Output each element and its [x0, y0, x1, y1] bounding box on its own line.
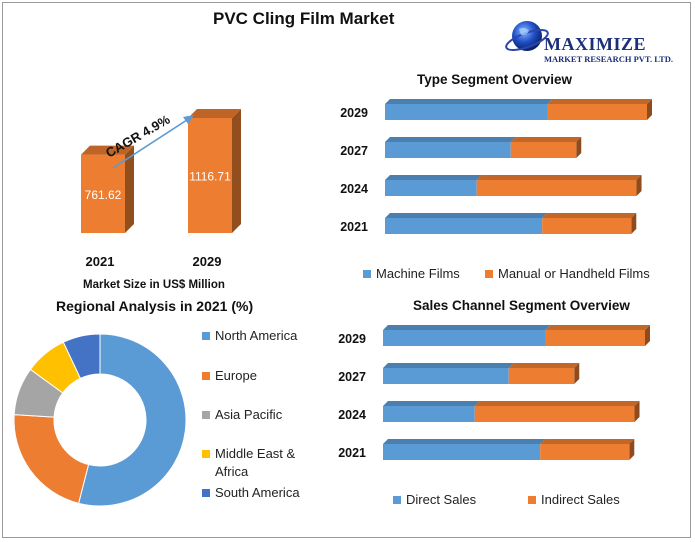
region-legend-1-swatch [202, 372, 210, 380]
market-bar-top [81, 145, 134, 155]
sales-bar-top [508, 363, 580, 368]
type-bar-side [576, 137, 582, 158]
type-bar-top [385, 137, 516, 142]
type-bar-side [647, 99, 652, 120]
logo-name: MAXIMIZE [544, 34, 646, 54]
sales-legend-indirect-swatch [528, 496, 536, 504]
sales-bar-top [474, 401, 640, 406]
type-bar-top [510, 137, 582, 142]
market-bar-side [125, 145, 134, 233]
market-bar [188, 118, 232, 233]
market-size-xlabel: Market Size in US$ Million [83, 279, 225, 291]
sales-bar-a [383, 330, 546, 346]
region-legend-4-label: South America [215, 485, 300, 500]
type-bar-top [542, 213, 637, 218]
market-bar-category: 2029 [193, 254, 222, 269]
type-bar-side [631, 213, 637, 234]
sales-category-label: 2029 [338, 332, 366, 346]
market-bar-value: 1116.71 [189, 170, 231, 184]
regional-chart-title: Regional Analysis in 2021 (%) [56, 298, 254, 314]
sales-bar-side [574, 363, 580, 384]
sales-bar-top [383, 363, 514, 368]
market-bar [81, 154, 125, 233]
sales-bar-top [383, 401, 480, 406]
type-category-label: 2027 [340, 144, 368, 158]
sales-legend-indirect-label: Indirect Sales [541, 492, 620, 507]
type-bar-a [385, 142, 511, 158]
type-bar-a [385, 218, 543, 234]
donut-slice [13, 414, 90, 504]
region-legend-4-swatch [202, 489, 210, 497]
type-legend-manual-swatch [485, 270, 493, 278]
sales-bar-b [508, 368, 575, 384]
type-category-label: 2024 [340, 182, 368, 196]
type-bar-b [510, 142, 577, 158]
region-legend-3-swatch [202, 450, 210, 458]
market-bar-category: 2021 [86, 254, 115, 269]
market-bar-top [188, 109, 241, 118]
sales-bar-a [383, 444, 541, 460]
region-legend-3-label: Africa [215, 464, 249, 479]
market-bar-value: 761.62 [85, 188, 122, 202]
region-legend-3-label: Middle East & [215, 446, 296, 461]
type-legend-manual-label: Manual or Handheld Films [498, 266, 650, 281]
market-bar-side [232, 109, 241, 233]
sales-chart-title: Sales Channel Segment Overview [413, 298, 630, 313]
sales-bar-a [383, 368, 509, 384]
type-bar-top [547, 99, 652, 104]
sales-category-label: 2027 [338, 370, 366, 384]
sales-bar-top [540, 439, 635, 444]
type-category-label: 2029 [340, 106, 368, 120]
sales-bar-top [545, 325, 650, 330]
sales-bar-a [383, 406, 475, 422]
sales-bar-side [629, 439, 635, 460]
type-legend-machine-label: Machine Films [376, 266, 460, 281]
donut-slice [78, 333, 187, 507]
type-category-label: 2021 [340, 220, 368, 234]
type-bar-top [476, 175, 642, 180]
sales-legend-direct-swatch [393, 496, 401, 504]
type-bar-top [385, 99, 553, 104]
region-legend-1-label: Europe [215, 368, 257, 383]
type-bar-top [385, 213, 548, 218]
sales-category-label: 2024 [338, 408, 366, 422]
region-legend-2-swatch [202, 411, 210, 419]
type-bar-a [385, 180, 477, 196]
region-legend-0-label: North America [215, 328, 298, 343]
sales-category-label: 2021 [338, 446, 366, 460]
type-bar-a [385, 104, 548, 120]
sales-bar-top [383, 439, 546, 444]
sales-bar-top [383, 325, 551, 330]
page-title: PVC Cling Film Market [213, 9, 395, 28]
sales-bar-side [634, 401, 640, 422]
type-legend-machine-swatch [363, 270, 371, 278]
sales-legend-direct-label: Direct Sales [406, 492, 477, 507]
region-legend-2-label: Asia Pacific [215, 407, 283, 422]
sales-bar-b [545, 330, 645, 346]
type-bar-top [385, 175, 482, 180]
donut-slice [62, 333, 101, 380]
type-bar-side [636, 175, 642, 196]
sales-bar-b [540, 444, 630, 460]
type-bar-b [476, 180, 637, 196]
sales-bar-side [645, 325, 650, 346]
region-legend-0-swatch [202, 332, 210, 340]
type-bar-b [547, 104, 647, 120]
type-chart-title: Type Segment Overview [417, 72, 573, 87]
sales-bar-b [474, 406, 635, 422]
type-bar-b [542, 218, 632, 234]
logo-subtitle: MARKET RESEARCH PVT. LTD. [544, 54, 674, 64]
cagr-arrow [112, 115, 194, 169]
